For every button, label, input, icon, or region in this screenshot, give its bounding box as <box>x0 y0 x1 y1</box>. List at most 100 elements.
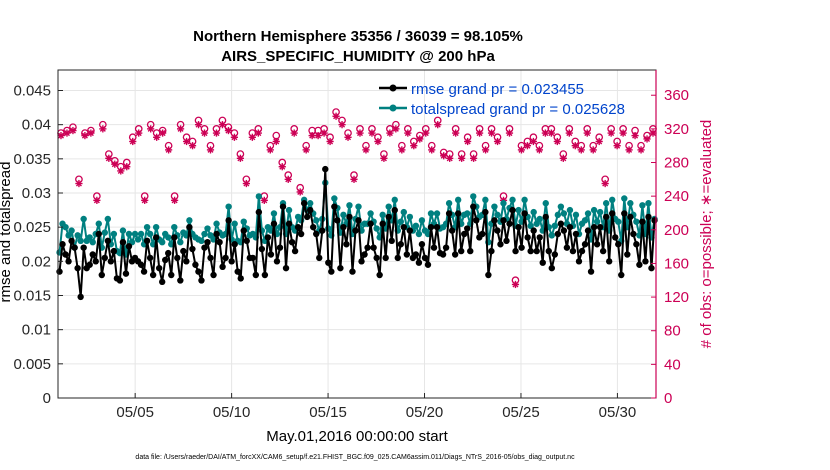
obs-evaluated-marker <box>135 129 143 137</box>
obs-evaluated-stroke <box>63 130 70 137</box>
series-point-spread <box>639 202 646 209</box>
obs-evaluated-stroke <box>410 142 417 149</box>
obs-evaluated-marker <box>368 129 376 137</box>
obs-evaluated-stroke <box>608 130 615 137</box>
series-point-spread <box>482 196 489 204</box>
obs-evaluated-marker <box>320 129 328 137</box>
obs-evaluated-stroke <box>374 138 381 145</box>
obs-evaluated-stroke <box>189 142 196 149</box>
obs-evaluated-marker <box>111 160 119 168</box>
series-point-rmse <box>162 256 169 264</box>
series-point-rmse <box>325 259 332 266</box>
obs-evaluated-stroke <box>135 130 142 137</box>
series-point-spread <box>137 230 145 238</box>
obs-evaluated-marker <box>129 137 137 146</box>
series-point-rmse <box>590 223 598 231</box>
obs-evaluated-stroke <box>327 138 334 145</box>
series-point-rmse <box>500 217 507 224</box>
series-point-rmse <box>376 271 383 279</box>
series-point-spread <box>213 220 220 227</box>
obs-evaluated-stroke <box>632 132 639 139</box>
y2-tick-label: 0 <box>664 390 672 407</box>
obs-evaluated-marker <box>446 154 454 162</box>
obs-evaluated-marker <box>595 137 603 146</box>
y2-tick-label: 240 <box>664 188 689 205</box>
obs-evaluated-stroke <box>315 132 322 139</box>
obs-evaluated-marker <box>428 146 436 154</box>
series-point-spread <box>521 196 528 204</box>
obs-evaluated-marker <box>601 179 609 188</box>
series-point-spread <box>379 211 386 219</box>
obs-evaluated-marker <box>404 129 412 137</box>
series-point-rmse <box>189 245 196 253</box>
series-point-spread <box>581 217 589 224</box>
series-point-rmse <box>430 244 438 251</box>
series-point-rmse <box>554 230 562 238</box>
series-point-rmse <box>488 247 495 255</box>
series-point-spread <box>615 218 622 225</box>
obs-evaluated-stroke <box>560 155 567 162</box>
series-point-rmse <box>596 223 604 231</box>
series-point-rmse <box>445 210 453 217</box>
y2-tick-label: 40 <box>664 356 681 373</box>
series-point-spread <box>515 206 522 214</box>
series-point-spread <box>325 225 332 232</box>
series-point-spread <box>313 217 320 224</box>
series-point-spread <box>397 218 404 225</box>
series-point-spread <box>645 200 652 207</box>
obs-evaluated-marker <box>571 142 579 150</box>
series-point-rmse <box>213 230 220 238</box>
series-point-spread <box>186 217 193 224</box>
obs-evaluated-stroke <box>649 130 657 137</box>
obs-evaluated-stroke <box>141 197 148 204</box>
series-point-rmse <box>273 258 281 265</box>
series-point-rmse <box>343 241 350 248</box>
series-point-rmse <box>201 244 208 251</box>
series-point-rmse <box>545 247 552 255</box>
series-point-rmse <box>424 261 432 268</box>
obs-evaluated-stroke <box>644 135 651 142</box>
series-point-spread <box>433 210 441 217</box>
obs-evaluated-marker <box>380 154 388 162</box>
obs-evaluated-stroke <box>123 163 130 170</box>
series-point-rmse <box>515 223 522 231</box>
obs-evaluated-marker <box>290 129 298 137</box>
obs-evaluated-marker <box>296 188 304 196</box>
series-point-spread <box>627 200 634 207</box>
obs-evaluated-marker <box>487 129 496 137</box>
obs-evaluated-marker <box>212 129 221 137</box>
obs-evaluated-marker <box>171 196 179 204</box>
obs-evaluated-marker <box>81 132 89 140</box>
obs-evaluated-stroke <box>291 130 298 137</box>
obs-evaluated-marker <box>613 142 621 150</box>
obs-evaluated-stroke <box>464 138 471 145</box>
series-point-rmse <box>288 239 296 246</box>
obs-evaluated-marker <box>278 163 286 171</box>
obs-evaluated-stroke <box>380 155 387 162</box>
series-point-rmse <box>355 217 362 224</box>
series-point-rmse <box>310 223 317 231</box>
obs-evaluated-stroke <box>129 138 136 145</box>
obs-evaluated-stroke <box>333 113 340 120</box>
series-point-rmse <box>168 271 175 279</box>
series-point-rmse <box>645 213 652 221</box>
series-point-rmse <box>285 220 293 227</box>
obs-evaluated-stroke <box>207 146 214 153</box>
series-point-rmse <box>367 220 374 227</box>
obs-evaluated-marker <box>416 135 424 143</box>
series-point-rmse <box>177 277 184 284</box>
obs-evaluated-stroke <box>147 125 154 132</box>
obs-evaluated-stroke <box>638 146 645 153</box>
series-point-rmse <box>146 254 154 262</box>
obs-evaluated-marker <box>93 196 101 204</box>
x-axis-label: May.01,2016 00:00:00 start <box>266 428 448 445</box>
obs-evaluated-stroke <box>434 121 441 128</box>
series-point-spread <box>536 215 543 223</box>
series-point-rmse <box>107 258 115 265</box>
obs-evaluated-stroke <box>171 197 178 204</box>
series-point-spread <box>412 222 420 229</box>
obs-evaluated-stroke <box>512 281 519 288</box>
x-tick-label: 05/10 <box>213 404 251 421</box>
obs-evaluated-marker <box>410 142 418 150</box>
series-point-rmse <box>494 227 501 234</box>
